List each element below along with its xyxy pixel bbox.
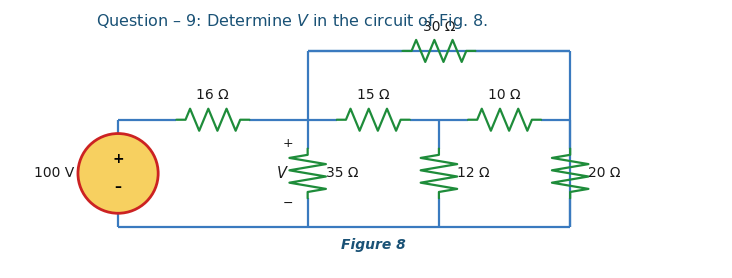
Text: Question – 9: Determine $V$ in the circuit of Fig. 8.: Question – 9: Determine $V$ in the circu… bbox=[96, 13, 488, 31]
Text: 30 Ω: 30 Ω bbox=[422, 20, 455, 34]
Text: 35 Ω: 35 Ω bbox=[326, 167, 359, 180]
Text: 16 Ω: 16 Ω bbox=[196, 88, 229, 102]
Text: 20 Ω: 20 Ω bbox=[589, 167, 621, 180]
Text: –: – bbox=[115, 180, 122, 194]
Text: $V$: $V$ bbox=[276, 165, 288, 182]
Text: −: − bbox=[283, 197, 294, 210]
Text: 100 V: 100 V bbox=[34, 167, 75, 180]
Text: Figure 8: Figure 8 bbox=[341, 238, 406, 252]
Text: +: + bbox=[283, 136, 294, 150]
Ellipse shape bbox=[78, 133, 158, 213]
Text: +: + bbox=[112, 152, 124, 167]
Text: 12 Ω: 12 Ω bbox=[458, 167, 490, 180]
Text: 15 Ω: 15 Ω bbox=[357, 88, 389, 102]
Text: 10 Ω: 10 Ω bbox=[488, 88, 521, 102]
